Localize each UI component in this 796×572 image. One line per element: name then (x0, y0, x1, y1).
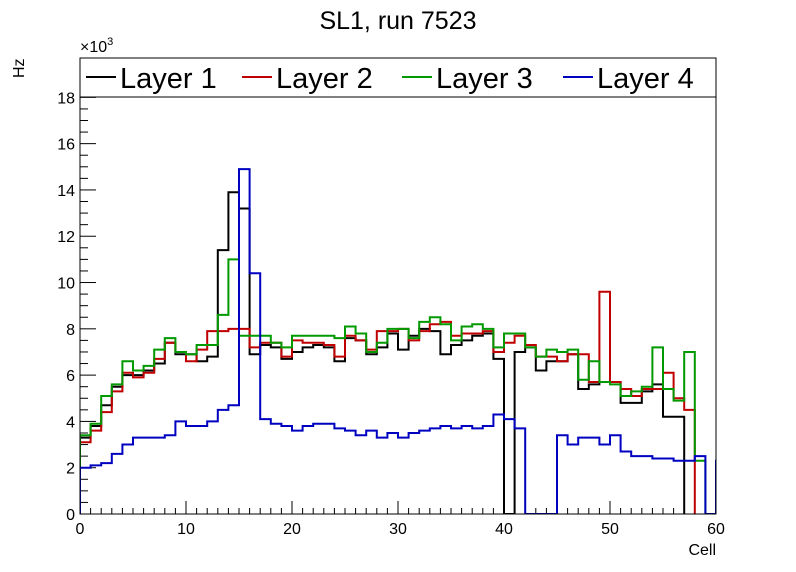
x-tick-label: 20 (283, 521, 301, 538)
y-exponent-base: ×10 (80, 39, 107, 56)
series-line-3 (80, 258, 707, 514)
series-line-1 (80, 191, 686, 514)
series-line-4 (80, 168, 716, 514)
y-tick-label: 2 (66, 461, 75, 478)
y-tick-label: 0 (66, 507, 75, 524)
y-tick-label: 4 (66, 414, 75, 431)
axes: 0 10 20 30 40 50 60 0 2 4 6 8 10 12 14 16 18 (57, 62, 725, 538)
x-tick-label: 10 (177, 521, 195, 538)
y-axis-label: Hz (11, 58, 28, 78)
x-tick-label: 30 (389, 521, 407, 538)
y-tick-label: 14 (57, 183, 75, 200)
legend-label-4: Layer 4 (597, 63, 694, 95)
series-group (80, 168, 716, 514)
x-tick-label: 60 (707, 521, 725, 538)
chart-title: SL1, run 7523 (319, 7, 476, 35)
y-tick-label: 10 (57, 276, 75, 293)
y-tick-label: 18 (57, 90, 75, 107)
y-tick-label: 12 (57, 229, 75, 246)
x-tick-label: 50 (601, 521, 619, 538)
y-exponent-power: 3 (107, 36, 113, 48)
y-tick-label: 8 (66, 322, 75, 339)
y-tick-label: 16 (57, 137, 75, 154)
legend-label-2: Layer 2 (276, 63, 373, 95)
series-line-2 (80, 290, 696, 514)
legend-label-3: Layer 3 (436, 63, 533, 95)
legend-label-1: Layer 1 (120, 63, 217, 95)
y-axis-exponent: ×103 (80, 36, 113, 56)
legend-box (79, 57, 717, 98)
x-tick-label: 0 (76, 521, 85, 538)
x-tick-label: 40 (495, 521, 513, 538)
x-axis-label: Cell (688, 542, 716, 559)
legend: Layer 1 Layer 2 Layer 3 Layer 4 (79, 57, 717, 98)
y-tick-label: 6 (66, 368, 75, 385)
